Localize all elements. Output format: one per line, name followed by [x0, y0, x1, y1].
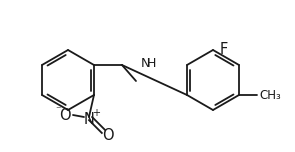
- Text: N: N: [83, 112, 94, 126]
- Text: N: N: [141, 57, 150, 70]
- Text: H: H: [147, 57, 156, 70]
- Text: F: F: [220, 43, 228, 57]
- Text: CH₃: CH₃: [259, 88, 281, 102]
- Text: O: O: [102, 128, 114, 143]
- Text: O: O: [59, 107, 71, 123]
- Text: +: +: [92, 108, 100, 118]
- Text: ⁻: ⁻: [55, 105, 61, 115]
